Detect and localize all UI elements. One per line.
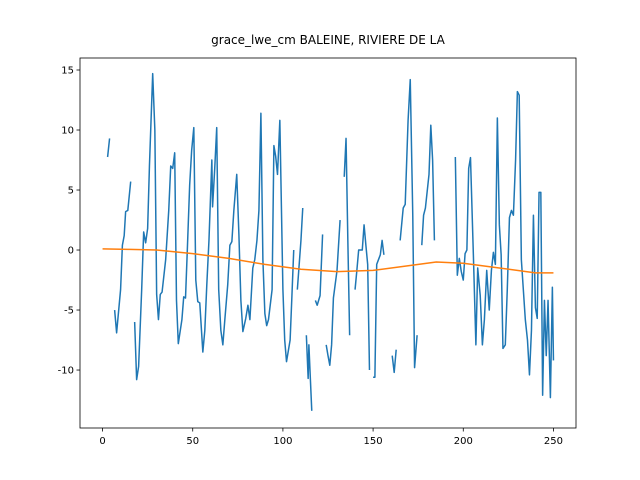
y-tick-label: 5 (68, 186, 74, 197)
data-line (102, 248, 554, 274)
x-tick-label: 50 (186, 436, 199, 447)
y-tick-label: -5 (64, 306, 74, 317)
plot-frame (79, 57, 577, 429)
x-tick-label: 150 (364, 436, 383, 447)
x-tick-label: 100 (273, 436, 292, 447)
y-tick-label: 15 (61, 66, 74, 77)
x-tick-label: 250 (544, 436, 563, 447)
data-line (106, 72, 555, 411)
y-tick-label: 0 (68, 246, 74, 257)
chart-title: grace_lwe_cm BALEINE, RIVIERE DE LA (211, 33, 445, 47)
x-tick-label: 200 (454, 436, 473, 447)
y-tick-label: -10 (58, 366, 74, 377)
x-tick-label: 0 (99, 436, 105, 447)
y-tick-label: 10 (61, 126, 74, 137)
